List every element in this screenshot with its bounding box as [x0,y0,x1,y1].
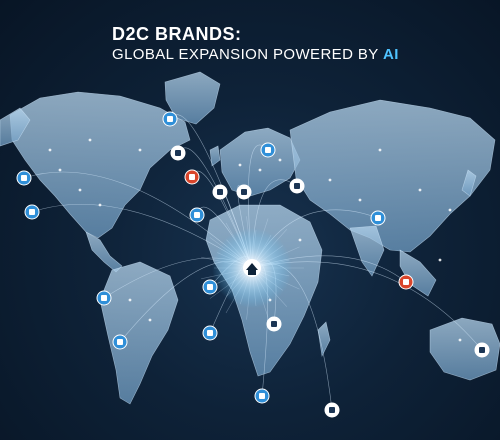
city-light [78,188,82,192]
city-light [448,208,452,212]
city-light [278,158,282,162]
india [349,225,385,277]
city-light [138,148,142,152]
city-light [418,188,422,192]
city-light [258,168,262,172]
card-icon [202,325,218,341]
title-line-1: D2C BRANDS: [112,24,242,44]
city-light [268,298,272,302]
connection-line [23,171,253,269]
city-light [328,178,332,182]
alaska [0,107,31,147]
ai-chip-icon [370,210,386,226]
bag-icon [24,204,40,220]
city-light [148,318,152,322]
city-light [98,203,102,207]
city-light [378,148,382,152]
home-icon [474,342,490,358]
ai-accent: AI [383,46,399,63]
southeast-asia [399,249,437,297]
greenland [164,71,221,125]
north-america [9,91,191,239]
laptop-icon [398,274,414,290]
europe [219,127,301,197]
watch-icon [184,169,200,185]
chart-icon [16,170,32,186]
globe-icon [289,178,305,194]
title-line-2: GLOBAL EXPANSION POWERED BY AI [112,45,399,65]
city-light [298,238,302,242]
home-icon [246,263,258,275]
city-light [458,338,462,342]
central-america [85,231,123,273]
city-light [438,258,442,262]
store-icon [254,388,270,404]
city-light [358,198,362,202]
city-light [58,168,62,172]
triangle-alert-icon [170,145,186,161]
tablet-icon [162,111,178,127]
storefront-icon [212,184,228,200]
warning-icon [236,184,252,200]
phone-icon [189,207,205,223]
box-icon [202,279,218,295]
asia [289,99,496,253]
factory-icon [112,334,128,350]
city-light [238,163,242,167]
headphones-icon [324,402,340,418]
city-light [48,148,52,152]
australia [429,317,500,381]
south-america [99,261,179,405]
city-light [128,298,132,302]
infographic-title: D2C BRANDS: GLOBAL EXPANSION POWERED BY … [112,24,399,65]
uk [209,145,221,167]
city-light [88,138,92,142]
brand-markers [16,111,490,418]
chat-icon [260,142,276,158]
sneaker-icon [266,316,282,332]
madagascar [317,321,331,357]
cart-icon [96,290,112,306]
japan [461,169,477,197]
title-line-2-text: GLOBAL EXPANSION POWERED BY [112,46,383,63]
